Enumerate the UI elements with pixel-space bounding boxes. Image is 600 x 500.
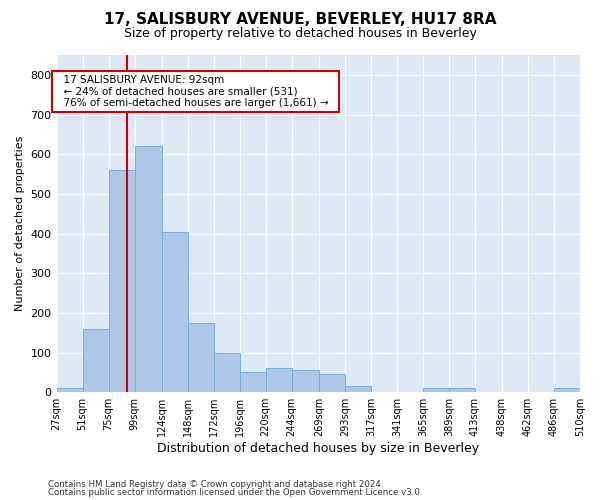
Y-axis label: Number of detached properties: Number of detached properties [15, 136, 25, 312]
Bar [56, 388, 83, 392]
Bar [345, 386, 371, 392]
Bar [109, 170, 134, 392]
Bar [239, 372, 266, 392]
Bar [188, 323, 214, 392]
Bar [319, 374, 345, 392]
X-axis label: Distribution of detached houses by size in Beverley: Distribution of detached houses by size … [157, 442, 479, 455]
Text: 17 SALISBURY AVENUE: 92sqm
  ← 24% of detached houses are smaller (531)
  76% of: 17 SALISBURY AVENUE: 92sqm ← 24% of deta… [56, 75, 335, 108]
Bar [214, 352, 239, 392]
Bar [134, 146, 161, 392]
Bar [449, 388, 475, 392]
Bar [423, 388, 449, 392]
Text: Contains HM Land Registry data © Crown copyright and database right 2024.: Contains HM Land Registry data © Crown c… [48, 480, 383, 489]
Bar [83, 328, 109, 392]
Bar [554, 388, 580, 392]
Bar [266, 368, 292, 392]
Bar [292, 370, 319, 392]
Bar [161, 232, 188, 392]
Text: Contains public sector information licensed under the Open Government Licence v3: Contains public sector information licen… [48, 488, 422, 497]
Text: Size of property relative to detached houses in Beverley: Size of property relative to detached ho… [124, 28, 476, 40]
Text: 17, SALISBURY AVENUE, BEVERLEY, HU17 8RA: 17, SALISBURY AVENUE, BEVERLEY, HU17 8RA [104, 12, 496, 28]
